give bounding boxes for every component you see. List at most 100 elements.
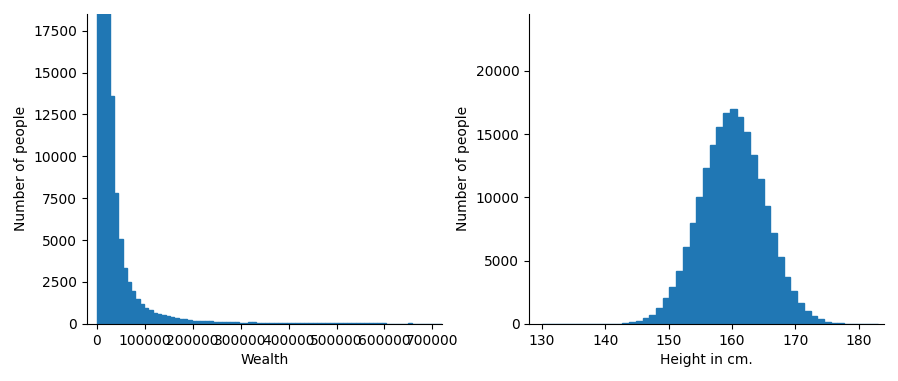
Bar [744, 132, 750, 324]
Bar [209, 322, 213, 324]
Bar [274, 323, 278, 324]
Bar [770, 233, 777, 324]
Bar [291, 323, 295, 324]
Bar [213, 322, 217, 324]
Bar [696, 197, 703, 324]
Bar [804, 311, 811, 324]
Bar [122, 268, 127, 324]
Bar [723, 113, 730, 324]
Bar [656, 308, 663, 324]
Bar [188, 320, 191, 324]
Bar [730, 109, 736, 324]
Bar [643, 319, 649, 324]
Bar [365, 323, 369, 324]
Y-axis label: Number of people: Number of people [456, 106, 470, 231]
Bar [183, 319, 188, 324]
Bar [265, 323, 269, 324]
Bar [162, 315, 166, 324]
Bar [196, 321, 200, 324]
Bar [136, 299, 140, 324]
Bar [226, 322, 231, 324]
Bar [347, 323, 351, 324]
Bar [234, 322, 239, 324]
Bar [191, 320, 196, 324]
Bar [356, 323, 360, 324]
Bar [217, 322, 222, 324]
Bar [763, 207, 770, 324]
Bar [811, 316, 817, 324]
Bar [166, 317, 170, 324]
Bar [351, 323, 356, 324]
Bar [703, 168, 709, 324]
Bar [676, 271, 682, 324]
Bar [663, 298, 669, 324]
Bar [127, 282, 131, 324]
X-axis label: Wealth: Wealth [241, 353, 288, 367]
Bar [153, 314, 157, 324]
Bar [709, 146, 717, 324]
Bar [205, 321, 209, 324]
Bar [325, 323, 330, 324]
Bar [831, 323, 838, 324]
Bar [131, 291, 136, 324]
Bar [636, 321, 643, 324]
Bar [373, 323, 377, 324]
Bar [119, 239, 122, 324]
Bar [330, 323, 334, 324]
Bar [321, 323, 325, 324]
Bar [295, 323, 300, 324]
Bar [790, 291, 797, 324]
Bar [222, 322, 226, 324]
Bar [114, 193, 119, 324]
Bar [690, 223, 696, 324]
Bar [817, 320, 824, 324]
Bar [339, 323, 343, 324]
Bar [669, 287, 676, 324]
Bar [377, 323, 382, 324]
Bar [304, 323, 308, 324]
Bar [110, 96, 114, 324]
Bar [243, 322, 248, 324]
Bar [750, 155, 757, 324]
Bar [170, 317, 174, 324]
Bar [179, 319, 183, 324]
Bar [260, 323, 265, 324]
Bar [105, 0, 110, 324]
Bar [157, 314, 162, 324]
Bar [317, 323, 321, 324]
Bar [717, 127, 723, 324]
Bar [757, 179, 763, 324]
Bar [145, 308, 148, 324]
Bar [682, 248, 690, 324]
Bar [278, 323, 282, 324]
Bar [343, 323, 347, 324]
Bar [282, 323, 286, 324]
Bar [797, 303, 804, 324]
Bar [784, 277, 790, 324]
Bar [248, 322, 252, 324]
X-axis label: Height in cm.: Height in cm. [660, 353, 753, 367]
Bar [649, 315, 656, 324]
Bar [622, 323, 629, 324]
Bar [174, 318, 179, 324]
Bar [97, 0, 101, 324]
Bar [239, 322, 243, 324]
Bar [313, 323, 317, 324]
Bar [838, 323, 844, 324]
Bar [252, 322, 257, 324]
Bar [300, 323, 304, 324]
Bar [231, 322, 234, 324]
Y-axis label: Number of people: Number of people [13, 106, 28, 231]
Bar [824, 322, 831, 324]
Bar [140, 304, 145, 324]
Bar [286, 323, 291, 324]
Bar [308, 323, 313, 324]
Bar [369, 323, 373, 324]
Bar [200, 321, 205, 324]
Bar [101, 0, 105, 324]
Bar [777, 257, 784, 324]
Bar [257, 323, 260, 324]
Bar [736, 117, 744, 324]
Bar [148, 310, 153, 324]
Bar [269, 323, 274, 324]
